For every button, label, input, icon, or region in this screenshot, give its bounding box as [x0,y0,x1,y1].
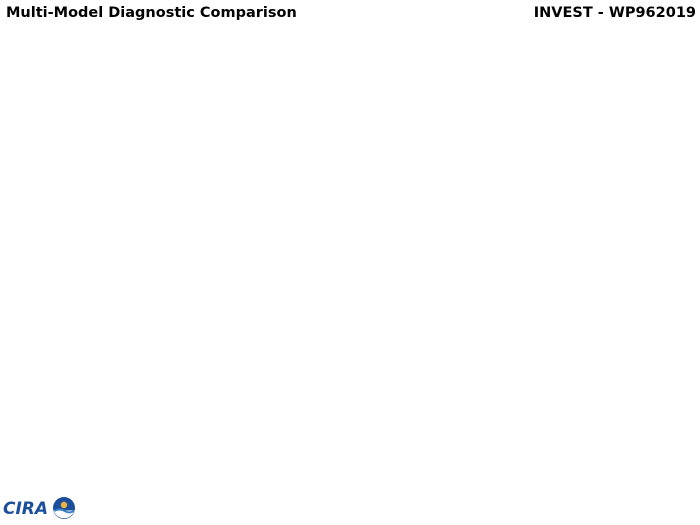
globe-icon [53,497,75,519]
page-title-right: INVEST - WP962019 [470,2,696,21]
rh-chart [352,358,700,525]
panel-shear [352,16,700,188]
main-title: Multi-Model Diagnostic Comparison [6,5,297,21]
panel-rh [352,358,700,525]
storm-id-title: INVEST - WP962019 [533,5,696,21]
cira-logo-svg: CIRA [3,497,75,519]
sst-chart [352,188,700,358]
page-title-left: Multi-Model Diagnostic Comparison [6,2,297,21]
shear-chart [352,16,700,188]
intensity-chart [0,16,348,188]
panel-intensity [0,16,348,188]
panel-sst [352,188,700,358]
cira-logo-text: CIRA [3,499,48,519]
cira-logo: CIRA [2,492,94,522]
track-map [0,186,348,498]
panel-track [0,186,348,498]
